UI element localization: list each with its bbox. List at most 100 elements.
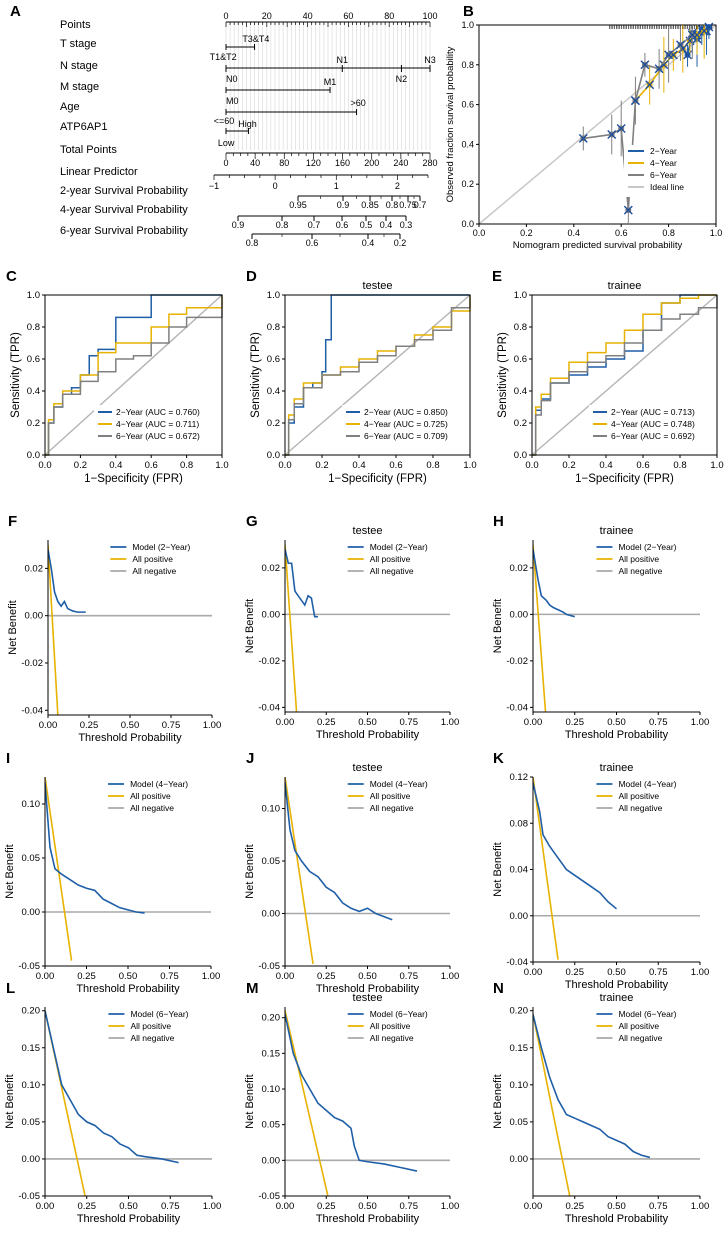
x-axis-label: Threshold Probability — [565, 1213, 669, 1225]
total-points-tick-label: 240 — [393, 158, 408, 168]
legend-label: All positive — [618, 554, 659, 564]
legend-label: 4−Year (AUC = 0.748) — [611, 419, 695, 429]
linear-predictor-tick-label: −1 — [209, 181, 219, 191]
panel-title: testee — [353, 992, 383, 1004]
y-tick-label: 0.0 — [27, 450, 40, 461]
linear-predictor-tick-label: 0 — [273, 181, 278, 191]
roc-curve-6y — [532, 295, 718, 456]
legend-label: 4−Year (AUC = 0.711) — [116, 419, 199, 429]
calibration-cross — [640, 60, 650, 70]
x-tick-label: 0.50 — [358, 1201, 377, 1212]
dca-series-group — [285, 777, 450, 965]
calibration-cross — [630, 96, 640, 106]
y-tick-label: 1.0 — [267, 290, 280, 301]
x-tick-label: 1.0 — [463, 460, 476, 471]
x-tick-label: 0.25 — [317, 1201, 336, 1212]
x-tick-label: 1.00 — [441, 717, 460, 728]
mstage-level: M1 — [324, 77, 337, 87]
roc-diagonal — [531, 294, 718, 456]
legend-label: Model (4−Year) — [370, 779, 428, 789]
x-tick-label: 0.8 — [426, 460, 439, 471]
x-tick-label: 0.25 — [77, 971, 96, 982]
panel-label-j: J — [246, 750, 254, 767]
y-tick-label: 0.02 — [262, 563, 281, 574]
y-tick-label: 0.4 — [514, 386, 527, 397]
y-tick-label: 0.08 — [510, 818, 529, 829]
survival-2y-tick-label: 0.7 — [414, 200, 427, 210]
nomogram-row-label: M stage — [60, 81, 99, 93]
x-tick-label: 0.50 — [119, 971, 138, 982]
roc-curve-4y — [532, 294, 717, 456]
y-tick-label: 0.15 — [22, 1043, 41, 1054]
x-tick-label: 0.4 — [599, 460, 612, 471]
y-tick-label: 0.4 — [461, 139, 474, 149]
dca-model-curve — [533, 1014, 651, 1159]
y-tick-label: 0.12 — [510, 772, 529, 783]
x-tick-label: 0.00 — [276, 717, 295, 728]
x-tick-label: 0.25 — [80, 720, 99, 731]
x-tick-label: 0.2 — [74, 460, 87, 471]
y-tick-label: 0.00 — [510, 1154, 529, 1165]
dca-model-curve — [285, 1013, 418, 1172]
x-tick-label: 0.2 — [520, 228, 533, 238]
x-tick-label: 0.8 — [662, 228, 675, 238]
y-tick-label: 0.2 — [461, 179, 474, 189]
x-tick-label: 0.75 — [400, 1201, 419, 1212]
dca-model-curve — [533, 782, 618, 910]
y-tick-label: 0.00 — [25, 611, 44, 622]
x-tick-label: 0.75 — [160, 971, 179, 982]
legend-label: All negative — [618, 803, 662, 813]
x-axis-label: 1−Specificity (FPR) — [575, 473, 674, 485]
panel-label-h: H — [493, 513, 504, 530]
x-axis-label: Threshold Probability — [77, 1213, 181, 1225]
legend-label: All positive — [618, 1021, 659, 1031]
y-axis-label: Net Benefit — [244, 844, 256, 898]
panel-label-e: E — [492, 268, 502, 285]
linear-predictor-tick-label: 1 — [334, 181, 339, 191]
x-tick-label: 0.75 — [400, 717, 419, 728]
calibration-cross — [687, 30, 697, 40]
panel-title: testee — [353, 762, 383, 774]
legend-label: Model (6−Year) — [370, 1009, 428, 1019]
legend-label: All positive — [618, 791, 659, 801]
nomogram-row-label: 4-year Survival Probability — [60, 204, 188, 216]
y-tick-label: -0.02 — [258, 656, 280, 667]
survival-2y-tick-label: 0.75 — [399, 200, 417, 210]
y-tick-label: 0.20 — [510, 1006, 529, 1017]
x-tick-label: 0.00 — [276, 971, 295, 982]
y-tick-label: 0.8 — [27, 322, 40, 333]
x-tick-label: 0.4 — [568, 228, 581, 238]
survival-4y-tick-label: 0.3 — [400, 220, 413, 230]
panel-title: trainee — [600, 525, 634, 537]
y-tick-label: 0.02 — [510, 563, 529, 574]
y-tick-label: -0.05 — [18, 961, 40, 972]
x-tick-label: 1.00 — [441, 971, 460, 982]
panel-label-f: F — [8, 513, 17, 530]
y-tick-label: 0.05 — [22, 853, 41, 864]
y-axis-label: Net Benefit — [244, 1074, 256, 1128]
dca-model-curve — [45, 1010, 179, 1164]
legend-box — [624, 145, 712, 197]
nomogram-row-label: N stage — [60, 60, 98, 72]
legend-label: All negative — [130, 803, 174, 813]
dca-all-positive-line — [285, 544, 298, 712]
legend-label: All negative — [618, 566, 662, 576]
calibration-cross — [645, 80, 655, 90]
nstage-level: N1 — [337, 55, 349, 65]
x-axis-label: 1−Specificity (FPR) — [84, 473, 183, 485]
y-tick-label: 0.04 — [510, 865, 529, 876]
y-tick-label: -0.04 — [258, 702, 280, 713]
y-axis-label: Net Benefit — [4, 844, 16, 898]
x-tick-label: 0.0 — [38, 460, 51, 471]
legend-box — [589, 405, 713, 447]
survival-2y-tick-label: 0.85 — [361, 200, 379, 210]
y-tick-label: 0.2 — [514, 418, 527, 429]
dca-model-curve — [285, 782, 393, 921]
y-tick-label: 0.6 — [27, 354, 40, 365]
panel-label-c: C — [6, 268, 17, 285]
dca-series-group — [285, 544, 450, 712]
tstage-level: T3&T4 — [242, 34, 269, 44]
x-tick-label: 0.00 — [36, 971, 55, 982]
y-tick-label: 0.05 — [510, 1117, 529, 1128]
x-axis-label: Nomogram predicted survival probability — [513, 240, 683, 251]
